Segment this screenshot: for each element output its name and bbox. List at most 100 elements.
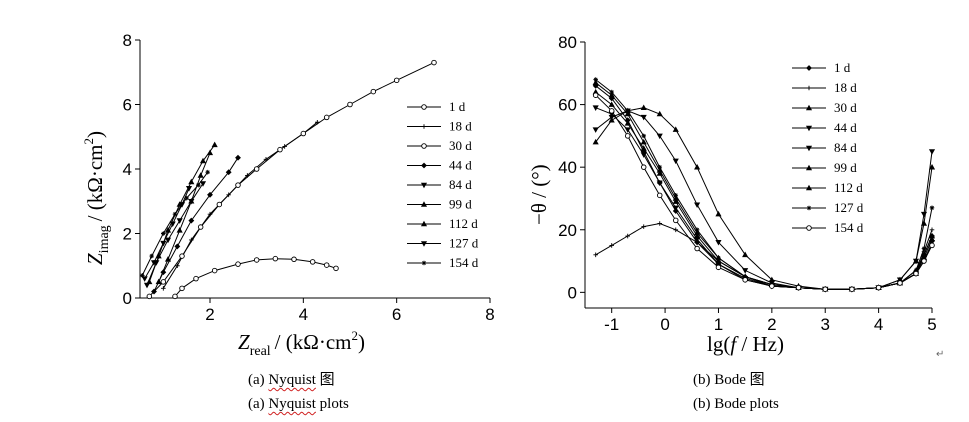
bode-y-tick-label: 40 bbox=[558, 158, 577, 177]
bode-data-point bbox=[608, 108, 615, 114]
nyquist-legend-label: 154 d bbox=[449, 255, 479, 270]
bode-data-point bbox=[921, 258, 927, 264]
bode-data-point bbox=[694, 236, 701, 243]
nyquist-data-point bbox=[197, 224, 204, 230]
nyquist-data-point bbox=[176, 218, 183, 224]
nyquist-legend-label: 99 d bbox=[449, 197, 472, 212]
bode-data-point bbox=[694, 245, 700, 252]
bode-series-30d bbox=[592, 88, 936, 292]
bode-legend-label: 1 d bbox=[834, 60, 851, 75]
bode-data-point bbox=[592, 105, 599, 111]
bode-data-point bbox=[742, 268, 749, 274]
bode-series-154d bbox=[592, 92, 935, 292]
nyquist-data-point bbox=[169, 221, 176, 228]
bode-legend-marker bbox=[805, 164, 813, 171]
bode-legend: 1 d 18 d 30 d 44 d 84 d 99 d 112 d 127 d 154 d bbox=[792, 60, 864, 235]
bode-data-point bbox=[672, 205, 679, 212]
nyquist-data-point bbox=[199, 157, 207, 164]
bode-data-point bbox=[609, 243, 614, 248]
bode-data-point bbox=[742, 274, 748, 280]
nyquist-data-point bbox=[333, 265, 339, 272]
nyquist-data-point bbox=[197, 172, 204, 178]
nyquist-word: Nyquist bbox=[268, 372, 316, 388]
bode-data-point bbox=[624, 133, 631, 139]
bode-series-1d bbox=[592, 82, 935, 293]
nyquist-legend-marker bbox=[421, 104, 427, 110]
bode-data-point bbox=[657, 221, 663, 226]
nyquist-legend-marker bbox=[420, 241, 428, 247]
bode-y-tick-label: 20 bbox=[558, 221, 577, 240]
bode-data-point bbox=[742, 277, 748, 283]
nyquist-data-point bbox=[193, 275, 199, 282]
nyquist-data-point bbox=[161, 231, 166, 236]
bode-data-point bbox=[656, 133, 663, 140]
return-mark: ↵ bbox=[936, 349, 945, 360]
bode-legend-label: 154 d bbox=[834, 220, 864, 235]
bode-data-point bbox=[624, 127, 631, 133]
bode-x-tick-label: 3 bbox=[820, 315, 829, 334]
bode-data-point bbox=[921, 246, 927, 251]
bode-data-point bbox=[640, 114, 647, 121]
bode-series-112d bbox=[592, 79, 936, 292]
bode-data-point bbox=[656, 180, 663, 187]
nyquist-series-line bbox=[158, 152, 211, 283]
bode-x-tick-label: 0 bbox=[660, 315, 669, 334]
nyquist-legend-marker bbox=[420, 220, 428, 227]
bode-legend-label: 127 d bbox=[834, 200, 864, 215]
bode-series-44d bbox=[592, 105, 936, 293]
bode-x-tick-label: -1 bbox=[604, 315, 619, 334]
nyquist-x-tick-label: 4 bbox=[299, 305, 308, 324]
bode-data-point bbox=[625, 108, 631, 114]
nyquist-series-line bbox=[148, 62, 435, 297]
bode-data-point bbox=[593, 77, 598, 82]
bode-data-point bbox=[592, 79, 599, 85]
nyquist-data-point bbox=[172, 211, 178, 217]
nyquist-data-point bbox=[161, 286, 166, 291]
nyquist-data-point bbox=[309, 259, 316, 265]
nyquist-legend-label: 18 d bbox=[449, 119, 472, 134]
bode-series-line bbox=[595, 79, 933, 290]
nyquist-legend-marker bbox=[421, 162, 427, 169]
bode-data-point bbox=[715, 239, 722, 246]
bode-data-point bbox=[929, 205, 935, 211]
bode-data-point bbox=[641, 133, 647, 139]
nyquist-legend-marker bbox=[420, 182, 428, 189]
bode-data-point bbox=[672, 195, 679, 201]
nyquist-data-point bbox=[151, 288, 157, 295]
bode-data-point bbox=[657, 164, 663, 170]
nyquist-data-point bbox=[155, 278, 162, 285]
bode-data-point bbox=[592, 127, 599, 133]
bode-y-tick-label: 0 bbox=[568, 283, 577, 302]
nyquist-y-tick-label: 8 bbox=[123, 31, 132, 50]
nyquist-data-point bbox=[175, 263, 180, 269]
bode-data-point bbox=[715, 210, 722, 217]
bode-data-point bbox=[673, 217, 679, 224]
bode-data-point bbox=[592, 92, 599, 98]
bode-data-point bbox=[624, 110, 631, 117]
nyquist-caption-en: (a) Nyquist plots bbox=[248, 396, 349, 412]
nyquist-data-point bbox=[235, 261, 241, 267]
bode-data-point bbox=[694, 163, 701, 170]
nyquist-legend-marker bbox=[421, 143, 427, 149]
nyquist-data-point bbox=[207, 191, 213, 198]
nyquist-data-point bbox=[253, 166, 260, 172]
nyquist-data-point bbox=[160, 269, 167, 276]
bode-data-point bbox=[640, 104, 647, 111]
bode-legend-label: 112 d bbox=[834, 180, 863, 195]
bode-data-point bbox=[928, 163, 936, 170]
bode-legend-label: 84 d bbox=[834, 140, 857, 155]
bode-data-point bbox=[920, 251, 928, 258]
bode-legend-marker bbox=[806, 65, 812, 71]
bode-data-point bbox=[608, 101, 615, 107]
nyquist-data-point bbox=[272, 255, 279, 262]
nyquist-data-point bbox=[199, 181, 207, 187]
nyquist-legend-marker bbox=[421, 124, 427, 129]
bode-data-point bbox=[715, 264, 722, 271]
bode-data-point bbox=[641, 224, 647, 229]
bode-data-point bbox=[640, 152, 647, 158]
nyquist-data-point bbox=[160, 240, 167, 247]
bode-data-point bbox=[640, 145, 647, 151]
bode-data-point bbox=[929, 227, 935, 233]
nyquist-series-line bbox=[141, 171, 209, 276]
